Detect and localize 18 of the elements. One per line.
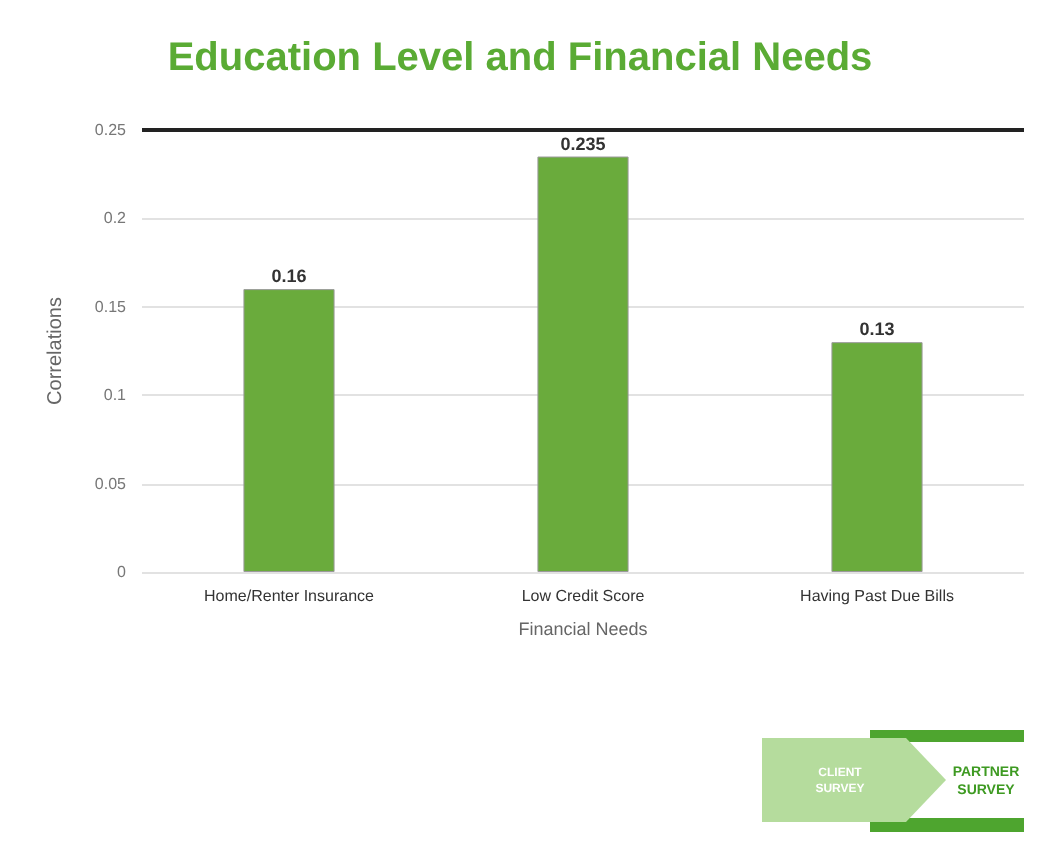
y-tick-label: 0 — [117, 563, 128, 581]
chart-title: Education Level and Financial Needs — [167, 36, 873, 80]
bar — [537, 156, 629, 572]
bar — [243, 289, 335, 572]
data-label: 0.13 — [859, 319, 895, 340]
y-tick-label: 0.1 — [103, 386, 128, 405]
x-axis-title: Financial Needs — [518, 619, 649, 639]
data-label: 0.235 — [560, 133, 606, 154]
x-tick-label: Home/Renter Insurance — [204, 587, 376, 605]
y-tick-label: 0.2 — [103, 209, 128, 228]
bar — [831, 342, 923, 572]
y-axis-title: Correlations — [45, 297, 67, 405]
y-tick-label: 0.15 — [94, 297, 128, 316]
y-tick-label: 0.25 — [94, 121, 128, 139]
data-label: 0.16 — [271, 266, 307, 287]
y-tick-label: 0.05 — [94, 474, 128, 493]
x-tick-label: Low Credit Score — [521, 587, 646, 605]
x-tick-label: Having Past Due Bills — [800, 587, 954, 605]
